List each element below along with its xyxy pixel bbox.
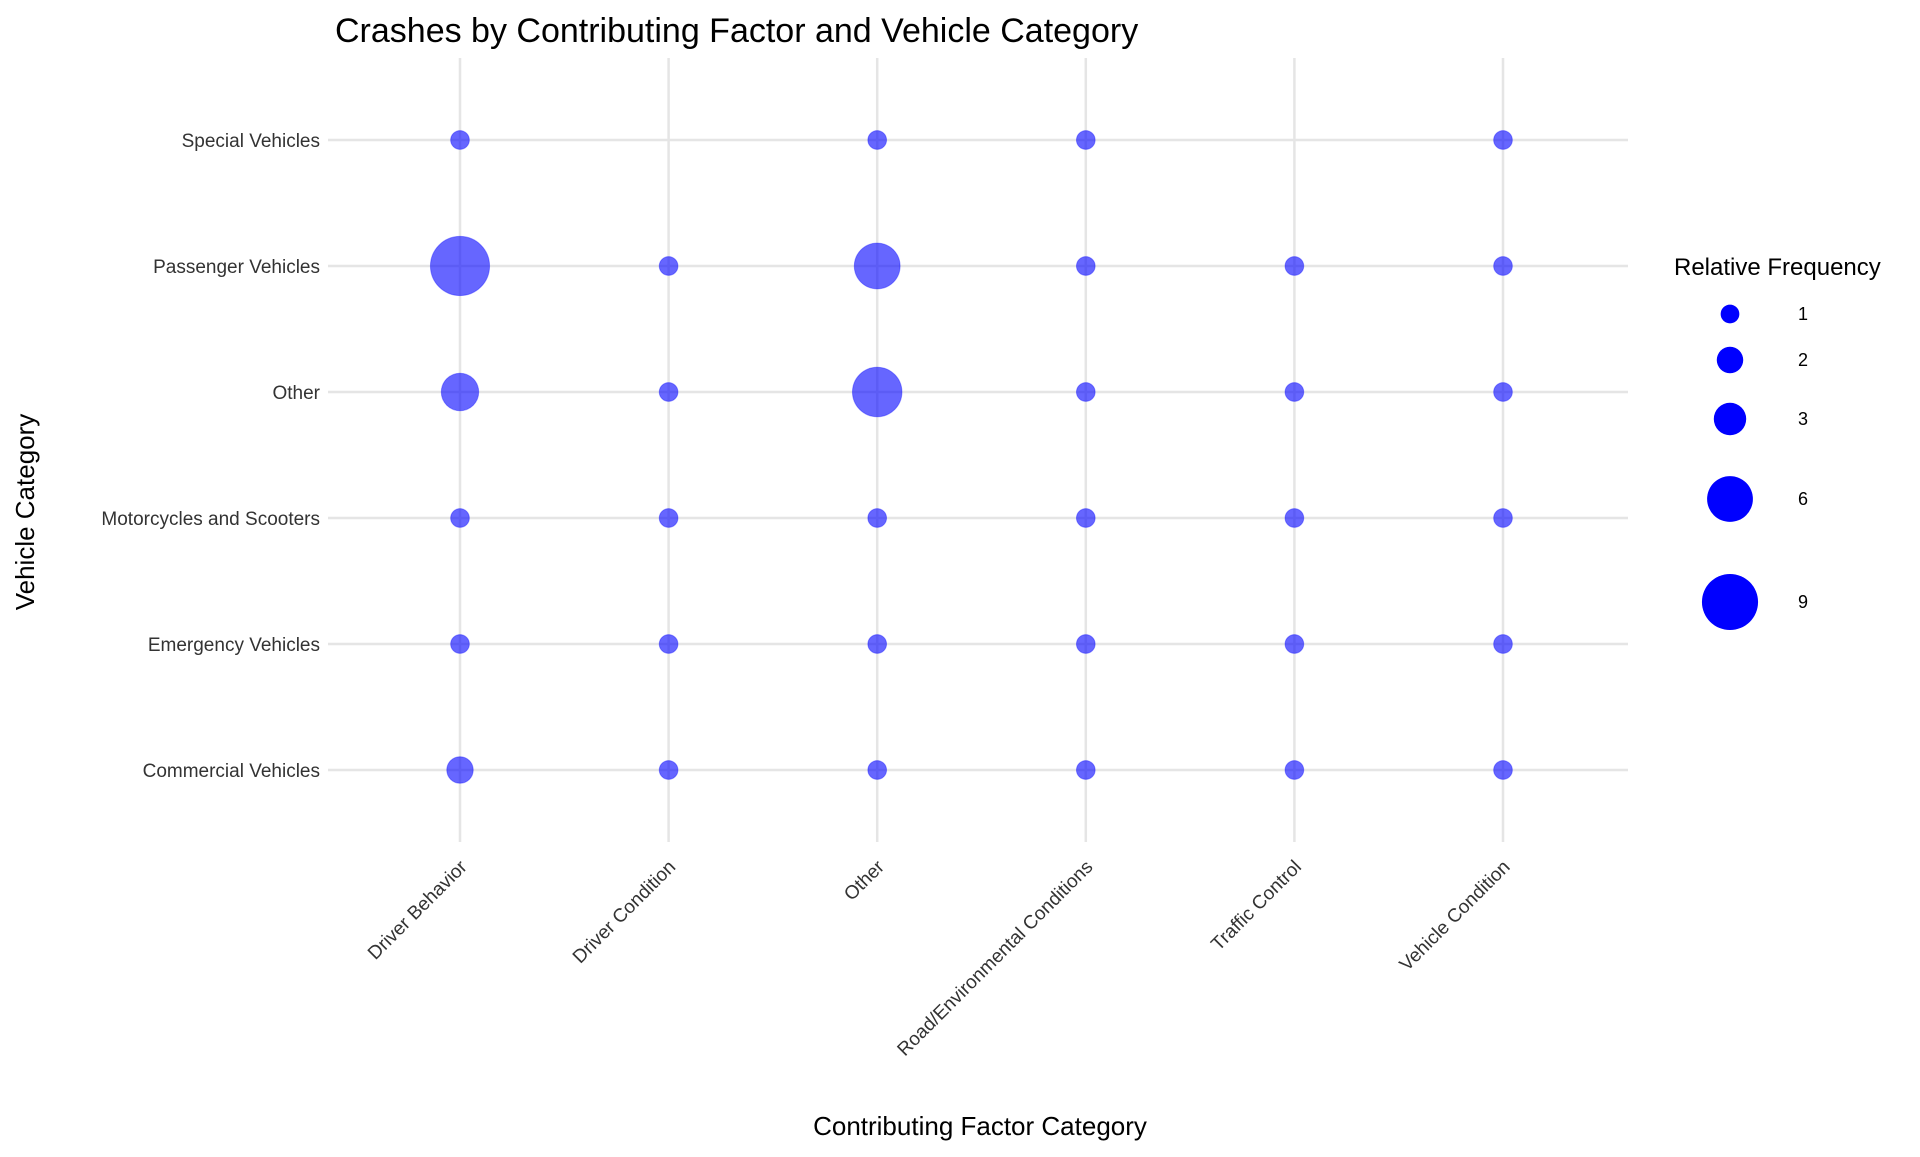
- bubble: [1075, 760, 1096, 780]
- x-axis-ticks: Driver Behavior Driver Condition Other Road…: [364, 856, 1514, 1060]
- bubble: [450, 130, 470, 150]
- legend-key: [1713, 402, 1747, 436]
- bubble: [867, 130, 888, 150]
- legend-label: 9: [1798, 592, 1808, 612]
- bubble: [1075, 508, 1096, 528]
- bubble: [658, 760, 679, 780]
- bubble: [1284, 256, 1305, 276]
- x-tick-label: Vehicle Condition: [1396, 857, 1515, 976]
- bubble: [1075, 382, 1096, 402]
- legend-label: 2: [1798, 350, 1808, 370]
- bubble: [851, 366, 903, 418]
- bubble: [450, 508, 470, 528]
- bubble: [1284, 634, 1305, 654]
- chart-title: Crashes by Contributing Factor and Vehic…: [335, 12, 1138, 50]
- bubble: [658, 634, 679, 654]
- grid: [328, 58, 1628, 842]
- legend-key: [1701, 573, 1759, 631]
- bubble: [440, 372, 480, 412]
- x-tick-label: Driver Condition: [569, 857, 680, 968]
- bubble: [1284, 508, 1305, 528]
- bubble: [1493, 130, 1513, 150]
- legend-key: [1720, 304, 1740, 324]
- bubble: [1493, 634, 1513, 654]
- bubble: [658, 508, 679, 528]
- bubble: [867, 760, 888, 780]
- y-tick-label: Special Vehicles: [182, 131, 320, 152]
- legend-key: [1707, 476, 1753, 522]
- bubble: [867, 634, 888, 654]
- legend-key: [1716, 346, 1744, 374]
- bubble: [1493, 382, 1513, 402]
- bubble: [1284, 382, 1305, 402]
- bubble: [1493, 508, 1513, 528]
- y-tick-label: Commercial Vehicles: [143, 761, 320, 782]
- legend-label: 3: [1798, 409, 1808, 429]
- bubble: [1075, 634, 1096, 654]
- x-axis-title: Contributing Factor Category: [813, 1111, 1147, 1141]
- x-tick-label: Driver Behavior: [364, 856, 472, 964]
- y-tick-label: Other: [272, 383, 320, 404]
- bubble: [1284, 760, 1305, 780]
- bubble: [658, 256, 679, 276]
- bubble: [658, 382, 679, 402]
- y-tick-label: Motorcycles and Scooters: [101, 509, 320, 530]
- bubbles: [429, 130, 1513, 784]
- legend: Relative Frequency 1 2 3 6 9: [1674, 254, 1881, 631]
- bubble: [1493, 760, 1513, 780]
- legend-label: 6: [1798, 489, 1808, 509]
- legend-label: 1: [1798, 304, 1808, 324]
- y-tick-label: Passenger Vehicles: [153, 257, 320, 278]
- bubble: [1075, 256, 1096, 276]
- bubble: [1493, 256, 1513, 276]
- x-tick-label: Other: [840, 856, 889, 905]
- bubble: [1075, 130, 1096, 150]
- bubble: [867, 508, 888, 528]
- bubble: [446, 756, 474, 784]
- bubble: [853, 242, 901, 290]
- x-tick-label: Road/Environmental Conditions: [894, 857, 1098, 1061]
- y-axis-ticks: Commercial Vehicles Emergency Vehicles Mot…: [101, 131, 320, 782]
- y-tick-label: Emergency Vehicles: [148, 635, 320, 656]
- bubble: [450, 634, 470, 654]
- bubble: [429, 235, 491, 297]
- legend-title: Relative Frequency: [1674, 254, 1881, 281]
- y-axis-title: Vehicle Category: [10, 414, 40, 611]
- x-tick-label: Traffic Control: [1207, 857, 1305, 955]
